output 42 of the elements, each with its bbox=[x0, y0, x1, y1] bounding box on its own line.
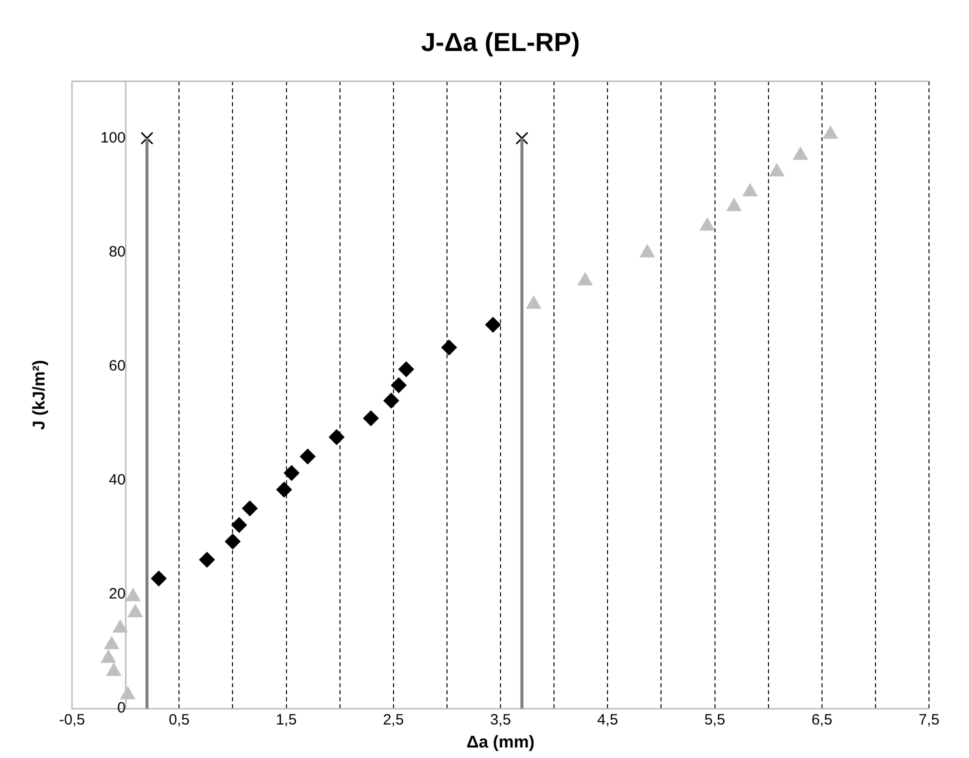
x-tick-label: -0,5 bbox=[59, 712, 85, 729]
x-tick-label: 4,5 bbox=[597, 712, 618, 729]
y-tick-label: 100 bbox=[100, 129, 126, 146]
point bbox=[485, 316, 501, 333]
point bbox=[769, 162, 785, 176]
x-tick-label: 1,5 bbox=[276, 712, 297, 729]
y-tick-label: 0 bbox=[117, 700, 126, 717]
point bbox=[198, 552, 215, 568]
y-tick-label: 80 bbox=[108, 243, 126, 260]
point bbox=[224, 533, 241, 550]
point bbox=[792, 146, 808, 160]
x-tick-label: 6,5 bbox=[811, 712, 832, 729]
x-tick-label: 2,5 bbox=[382, 712, 404, 729]
x-tick-label: 5,5 bbox=[704, 712, 726, 729]
point bbox=[328, 429, 345, 446]
point bbox=[726, 198, 742, 212]
y-axis-title: J (kJ/m²) bbox=[30, 360, 49, 430]
point bbox=[383, 392, 400, 409]
x-tick-label: 0,5 bbox=[168, 712, 190, 729]
point bbox=[390, 377, 407, 394]
point bbox=[742, 182, 758, 196]
y-tick-label: 20 bbox=[108, 586, 126, 603]
point bbox=[300, 448, 316, 464]
point bbox=[242, 500, 258, 516]
point bbox=[284, 465, 300, 482]
point bbox=[577, 272, 593, 286]
chart-title: J-Δa (EL-RP) bbox=[421, 26, 580, 57]
x-tick-label: 7,5 bbox=[918, 712, 940, 729]
point bbox=[699, 217, 716, 231]
x-axis-title: Δa (mm) bbox=[466, 732, 534, 752]
point bbox=[150, 570, 167, 587]
point bbox=[362, 410, 379, 426]
point bbox=[398, 361, 414, 378]
y-tick-label: 60 bbox=[108, 358, 126, 375]
point bbox=[276, 482, 292, 498]
point bbox=[639, 244, 656, 258]
point bbox=[822, 125, 838, 139]
point bbox=[441, 340, 458, 356]
point bbox=[526, 295, 542, 309]
y-tick-label: 40 bbox=[108, 472, 126, 489]
point bbox=[231, 516, 248, 533]
x-tick-label: 3,5 bbox=[490, 712, 511, 729]
